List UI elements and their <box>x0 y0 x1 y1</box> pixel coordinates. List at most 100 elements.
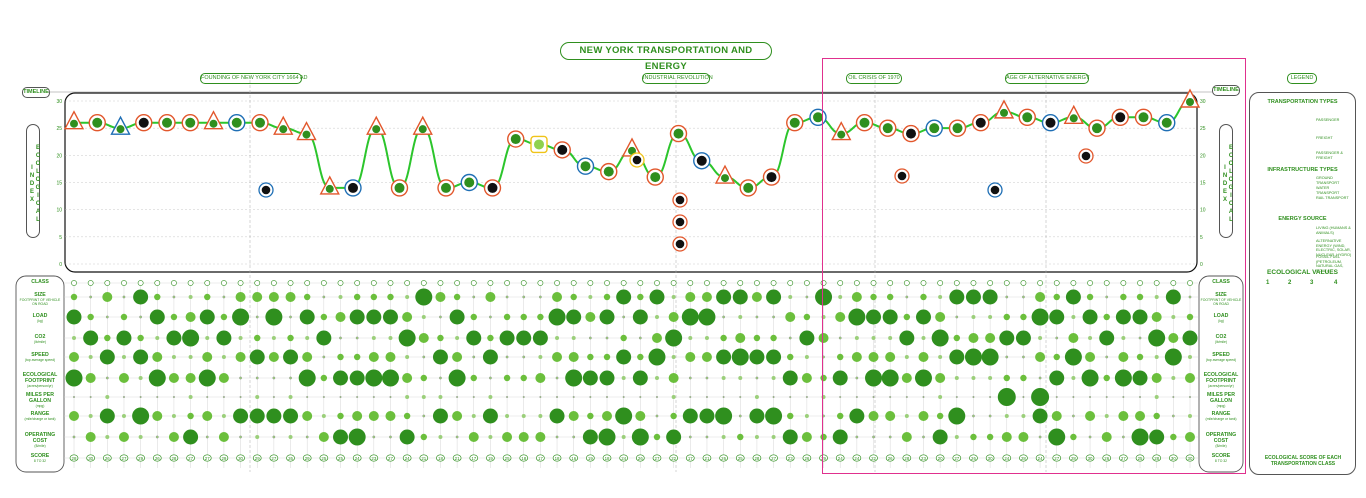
class-marker <box>654 280 660 286</box>
score-badge <box>519 454 529 462</box>
row-label-sub: (mile/charge or tank) <box>24 417 56 421</box>
score-badge <box>702 454 712 462</box>
score-badge <box>452 454 462 462</box>
value-bubble <box>972 396 975 399</box>
score-label: 24 <box>854 456 859 461</box>
class-marker <box>237 280 244 286</box>
value-bubble <box>389 396 392 399</box>
value-bubble <box>815 288 833 306</box>
transport-icon <box>138 117 149 128</box>
value-bubble <box>1164 348 1182 366</box>
oil-crisis-highlight-box <box>822 58 1246 474</box>
value-bubble <box>1132 309 1148 325</box>
transport-icon <box>1069 114 1078 123</box>
value-bubble <box>918 411 929 421</box>
row-label-ecological-footprint: ECOLOGICAL FOOTPRINT (acres/person/yr) <box>17 372 63 388</box>
value-bubble <box>735 333 746 343</box>
score-badge <box>1102 454 1112 462</box>
score-label: 17 <box>688 456 693 461</box>
transport-icon <box>632 155 642 165</box>
value-bubble <box>635 411 646 421</box>
value-bubble <box>322 295 326 299</box>
value-bubble <box>218 432 229 442</box>
row-label-main: MILES PER GALLON <box>1207 392 1235 404</box>
class-marker <box>587 280 594 286</box>
value-bubble <box>788 336 792 340</box>
score-label: 27 <box>271 456 276 461</box>
value-bubble <box>772 396 775 399</box>
value-bubble <box>298 369 316 387</box>
value-bubble <box>516 330 532 346</box>
value-bubble <box>754 395 759 399</box>
row-label-load: LOAD (kg) <box>1198 313 1244 323</box>
score-badge <box>652 454 662 462</box>
value-bubble <box>266 408 282 424</box>
value-bubble <box>682 408 698 424</box>
value-bubble <box>1038 376 1042 380</box>
value-bubble <box>385 411 396 421</box>
value-bubble <box>622 315 626 319</box>
transport-icon <box>1022 112 1033 123</box>
value-bubble <box>738 414 742 418</box>
value-bubble <box>936 412 944 420</box>
transport-icon <box>487 182 498 193</box>
score-label: 18 <box>438 456 443 461</box>
score-badge <box>635 454 645 462</box>
y-tick-label: 15 <box>1200 181 1206 187</box>
row-label-sub: ($/mile) <box>1215 444 1227 448</box>
class-marker <box>404 280 411 286</box>
value-bubble <box>1131 428 1149 446</box>
value-bubble <box>105 315 109 319</box>
value-bubble <box>955 315 959 319</box>
value-bubble <box>572 435 576 439</box>
class-marker <box>870 280 877 286</box>
value-bubble <box>89 295 93 299</box>
class-marker <box>554 280 560 286</box>
class-marker <box>254 280 261 286</box>
score-badge <box>302 454 312 462</box>
legend-tt-freight: FREIGHT <box>1316 136 1333 140</box>
value-bubble <box>1103 374 1110 382</box>
value-bubble <box>272 435 276 439</box>
row-label-main: CLASS <box>31 279 49 285</box>
legend-it-rail: RAIL TRANSPORT <box>1316 196 1349 200</box>
value-bubble <box>466 330 482 346</box>
transport-icon <box>92 117 103 128</box>
value-bubble <box>871 336 876 340</box>
value-bubble <box>589 396 592 399</box>
value-bubble <box>1032 408 1048 424</box>
value-bubble <box>872 435 875 439</box>
value-bubble <box>1021 414 1026 418</box>
value-bubble <box>732 289 748 305</box>
value-bubble <box>255 395 260 399</box>
transport-icon <box>231 117 242 128</box>
y-tick-label: 25 <box>56 126 62 132</box>
value-bubble <box>453 293 461 301</box>
transport-icon <box>837 130 846 139</box>
value-bubble <box>221 414 226 418</box>
class-marker <box>1120 280 1127 286</box>
value-bubble <box>681 308 699 326</box>
value-bubble <box>739 396 742 399</box>
value-bubble <box>1055 396 1058 399</box>
value-bubble <box>470 374 477 382</box>
value-bubble <box>621 376 626 380</box>
transport-icon <box>675 239 685 249</box>
row-label-operating-cost: OPERATING COST ($/mile) <box>1198 432 1244 448</box>
value-bubble <box>154 293 161 301</box>
value-bubble <box>754 435 759 439</box>
y-tick-label: 20 <box>1200 153 1206 159</box>
row-label-sub: (lb/mile) <box>1214 340 1228 344</box>
value-bubble <box>1120 293 1127 301</box>
class-marker <box>1053 280 1060 286</box>
class-marker <box>704 280 710 286</box>
value-bubble <box>239 376 242 380</box>
value-bubble <box>1018 432 1029 442</box>
y-tick-label: 25 <box>1200 126 1206 132</box>
eco-index-left-pill: ECOLOGICAL INDEX <box>26 124 41 238</box>
value-bubble <box>1086 293 1094 301</box>
value-bubble <box>1151 312 1162 322</box>
row-label-ecological-footprint: ECOLOGICAL FOOTPRINT (acres/person/yr) <box>1198 372 1244 388</box>
value-bubble <box>104 334 111 342</box>
value-bubble <box>166 330 182 346</box>
